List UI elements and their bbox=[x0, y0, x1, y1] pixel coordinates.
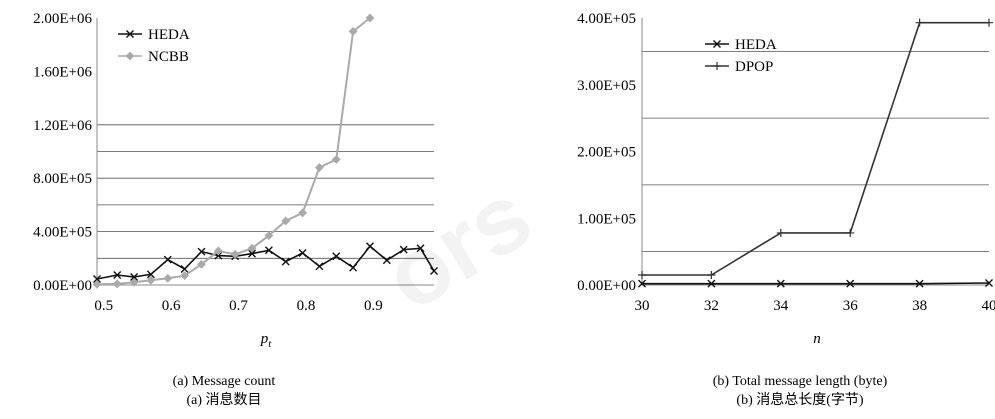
data-point-ncbb bbox=[112, 279, 122, 289]
data-point-ncbb bbox=[247, 243, 257, 253]
y-tick-label: 4.00E+05 bbox=[33, 225, 92, 241]
legend-label-heda: HEDA bbox=[735, 37, 777, 53]
data-point-heda bbox=[349, 263, 358, 272]
data-point-ncbb bbox=[331, 155, 341, 164]
y-tick-label: 1.20E+06 bbox=[33, 118, 92, 134]
data-point-ncbb bbox=[230, 249, 240, 259]
x-tick-label: 40 bbox=[982, 298, 995, 314]
y-tick-label: 0.00E+00 bbox=[33, 278, 92, 294]
data-point-heda bbox=[146, 270, 155, 279]
data-point-heda bbox=[416, 244, 425, 253]
data-point-heda bbox=[113, 270, 122, 279]
data-point-heda bbox=[197, 247, 206, 256]
data-point-ncbb bbox=[314, 163, 324, 172]
x-axis-title-subscript: t bbox=[268, 338, 272, 350]
data-point-heda bbox=[382, 256, 391, 265]
data-point-heda bbox=[399, 245, 408, 254]
data-point-ncbb bbox=[213, 246, 223, 256]
x-tick-label: 0.6 bbox=[162, 298, 181, 314]
legend-marker-dpop bbox=[713, 62, 721, 70]
legend-label-heda: HEDA bbox=[148, 27, 190, 43]
x-tick-label: 34 bbox=[773, 298, 789, 314]
x-tick-label: 30 bbox=[635, 298, 650, 314]
legend-label-dpop: DPOP bbox=[735, 59, 773, 75]
y-tick-label: 1.60E+06 bbox=[33, 64, 92, 80]
data-point-heda bbox=[332, 252, 341, 261]
data-point-heda bbox=[846, 279, 855, 288]
data-point-heda bbox=[365, 242, 374, 251]
y-tick-label: 2.00E+06 bbox=[33, 11, 92, 27]
data-point-heda bbox=[707, 279, 716, 288]
series-line-heda bbox=[642, 282, 990, 285]
data-point-dpop bbox=[846, 228, 855, 237]
caption-b-english: (b) Total message length (byte) bbox=[712, 374, 888, 389]
series-line-heda bbox=[96, 245, 435, 280]
data-point-heda bbox=[638, 279, 646, 288]
data-point-ncbb bbox=[264, 231, 274, 241]
data-point-ncbb bbox=[197, 259, 206, 269]
x-tick-label: 38 bbox=[912, 298, 927, 314]
caption-b-chinese: (b) 消息总长度(字节) bbox=[736, 393, 864, 408]
x-tick-label: 36 bbox=[843, 298, 859, 314]
x-tick-label: 0.9 bbox=[364, 298, 383, 314]
data-point-heda bbox=[915, 279, 924, 288]
data-point-dpop bbox=[707, 270, 716, 279]
data-point-heda bbox=[180, 264, 189, 273]
data-point-dpop bbox=[915, 18, 924, 27]
data-point-dpop bbox=[985, 18, 993, 27]
caption-a: (a) Message count (a) 消息数目 bbox=[44, 372, 404, 410]
caption-a-english: (a) Message count bbox=[172, 374, 276, 389]
data-point-heda bbox=[776, 279, 785, 288]
data-point-heda bbox=[430, 266, 438, 275]
data-point-ncbb bbox=[180, 271, 190, 281]
y-tick-label: 1.00E+05 bbox=[577, 211, 636, 227]
legend-marker-heda bbox=[713, 40, 721, 48]
data-point-heda bbox=[130, 272, 139, 281]
y-tick-label: 2.00E+05 bbox=[577, 145, 636, 161]
chart-total-message-length: 0.00E+00 1.00E+05 2.00E+05 3.00E+05 4.00E+05… bbox=[577, 11, 995, 347]
x-axis-title: pt bbox=[260, 331, 273, 350]
legend-marker-heda bbox=[126, 30, 134, 38]
data-point-heda bbox=[985, 279, 993, 287]
data-point-ncbb bbox=[281, 216, 291, 226]
data-point-ncbb bbox=[146, 275, 156, 285]
data-point-ncbb bbox=[129, 277, 139, 287]
caption-b: (b) Total message length (byte) (b) 消息总长… bbox=[620, 372, 980, 410]
data-point-ncbb bbox=[365, 13, 375, 23]
data-point-heda bbox=[298, 248, 307, 257]
legend-label-ncbb: NCBB bbox=[148, 49, 189, 65]
data-point-heda bbox=[93, 274, 101, 283]
chart-message-count: 0.00E+00 4.00E+05 8.00E+05 1.20E+06 1.60E+06… bbox=[33, 11, 438, 350]
data-point-dpop bbox=[776, 228, 785, 237]
x-axis-title: n bbox=[813, 331, 821, 347]
data-point-heda bbox=[315, 262, 324, 271]
series-line-dpop bbox=[642, 21, 989, 276]
data-point-heda bbox=[281, 257, 290, 266]
data-point-heda bbox=[248, 249, 257, 258]
caption-a-chinese: (a) 消息数目 bbox=[186, 393, 262, 408]
y-tick-label: 0.00E+00 bbox=[577, 278, 636, 294]
y-tick-label: 3.00E+05 bbox=[577, 78, 636, 94]
data-point-dpop bbox=[638, 270, 646, 279]
data-point-heda bbox=[163, 255, 172, 264]
data-point-ncbb bbox=[298, 208, 307, 218]
x-tick-label: 32 bbox=[704, 298, 719, 314]
y-tick-label: 4.00E+05 bbox=[577, 11, 636, 27]
x-tick-label: 0.8 bbox=[297, 298, 316, 314]
y-tick-label: 8.00E+05 bbox=[33, 171, 92, 187]
data-point-ncbb bbox=[92, 279, 102, 289]
data-point-heda bbox=[264, 246, 273, 255]
x-tick-label: 0.7 bbox=[229, 298, 248, 314]
data-point-ncbb bbox=[163, 273, 173, 283]
legend-marker-ncbb bbox=[125, 51, 135, 61]
x-tick-label: 0.5 bbox=[94, 298, 113, 314]
data-point-ncbb bbox=[348, 26, 358, 36]
